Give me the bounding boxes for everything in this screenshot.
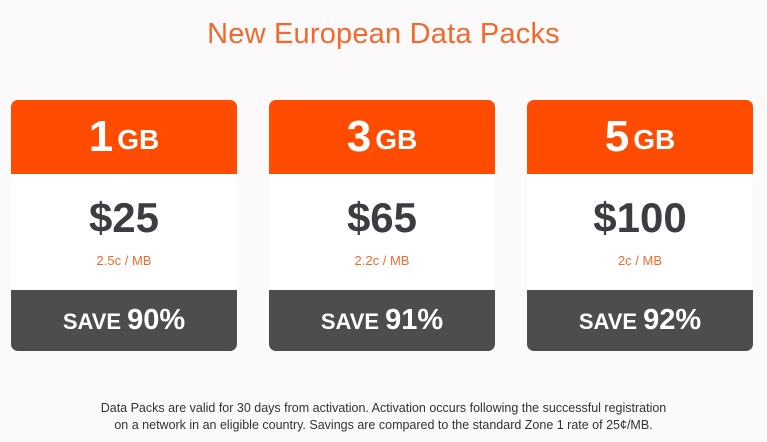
card-body: $25 2.5c / MB: [11, 174, 237, 290]
pack-price: $25: [88, 194, 160, 241]
save-percent: 91%: [385, 304, 444, 336]
page-title: New European Data Packs: [207, 18, 560, 50]
save-percent: 92%: [643, 304, 702, 336]
save-percent: 90%: [127, 304, 186, 336]
pack-size: 3: [346, 112, 372, 161]
card-header: 5 GB: [527, 100, 753, 174]
pack-price: $100: [593, 194, 687, 241]
savings-bar: SAVE 90%: [11, 290, 237, 351]
save-label: SAVE: [62, 309, 122, 334]
card-body: $65 2.2c / MB: [269, 174, 495, 290]
data-pack-card-5gb[interactable]: 5 GB $100 2c / MB SAVE 92%: [527, 100, 753, 351]
savings-bar: SAVE 92%: [527, 290, 753, 351]
pack-size: 5: [604, 112, 630, 161]
savings-bar: SAVE 91%: [269, 290, 495, 351]
footnote-line-2: on a network in an eligible country. Sav…: [114, 418, 653, 432]
data-pack-card-3gb[interactable]: 3 GB $65 2.2c / MB SAVE 91%: [269, 100, 495, 351]
pack-unit: GB: [375, 124, 418, 155]
card-header: 1 GB: [11, 100, 237, 174]
pack-unit: GB: [633, 124, 676, 155]
pack-rate: 2.5c / MB: [96, 253, 152, 268]
pack-rate: 2c / MB: [617, 253, 663, 268]
footnote-line-1: Data Packs are valid for 30 days from ac…: [100, 401, 667, 415]
pack-size: 1: [88, 112, 114, 161]
card-header: 3 GB: [269, 100, 495, 174]
data-pack-card-1gb[interactable]: 1 GB $25 2.5c / MB SAVE 90%: [11, 100, 237, 351]
terms-footnote: Data Packs are valid for 30 days from ac…: [0, 400, 767, 434]
save-label: SAVE: [578, 309, 638, 334]
pack-rate: 2.2c / MB: [354, 253, 410, 268]
card-body: $100 2c / MB: [527, 174, 753, 290]
pack-price: $65: [346, 194, 418, 241]
pack-unit: GB: [117, 124, 160, 155]
save-label: SAVE: [320, 309, 380, 334]
